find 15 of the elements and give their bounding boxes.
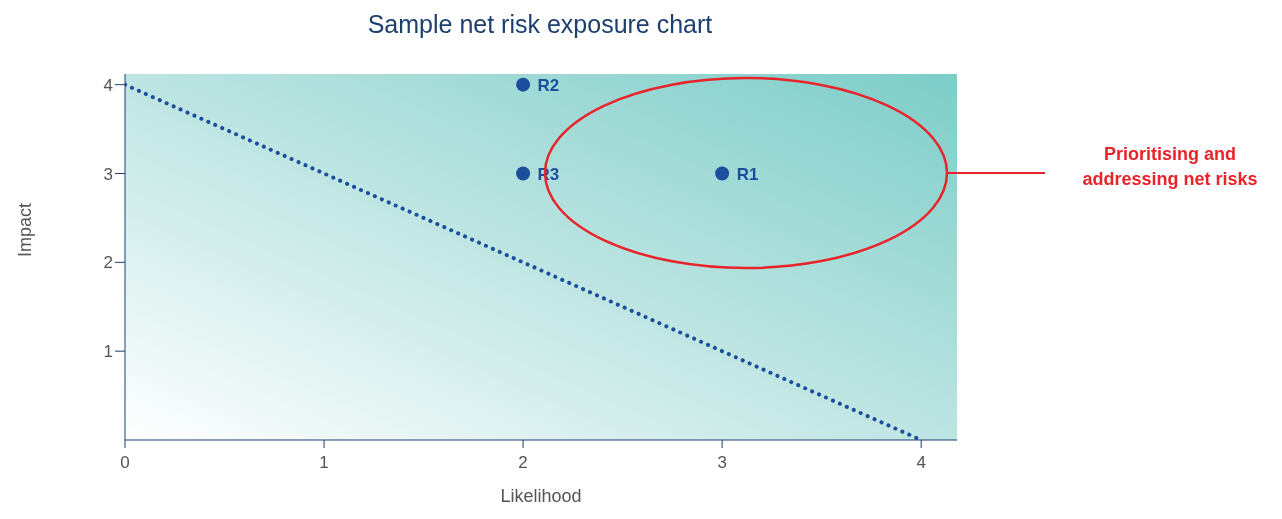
x-axis-title: Likelihood	[500, 486, 582, 506]
y-tick-label: 4	[103, 75, 113, 95]
y-tick-label: 1	[103, 342, 113, 362]
chart-title: Sample net risk exposure chart	[366, 10, 714, 39]
y-axis-title: Impact	[15, 202, 36, 257]
x-tick-label: 0	[120, 453, 130, 473]
x-tick-label: 1	[319, 453, 329, 473]
data-label: R2	[537, 75, 560, 95]
y-tick-label: 2	[103, 253, 113, 273]
x-tick-label: 3	[717, 453, 727, 473]
x-tick-label: 2	[518, 453, 528, 473]
text: Prioritising and addressing net risks	[1081, 143, 1259, 191]
data-label: R1	[736, 164, 759, 184]
y-tick-label: 3	[103, 164, 113, 184]
x-tick-label: 4	[916, 453, 926, 473]
